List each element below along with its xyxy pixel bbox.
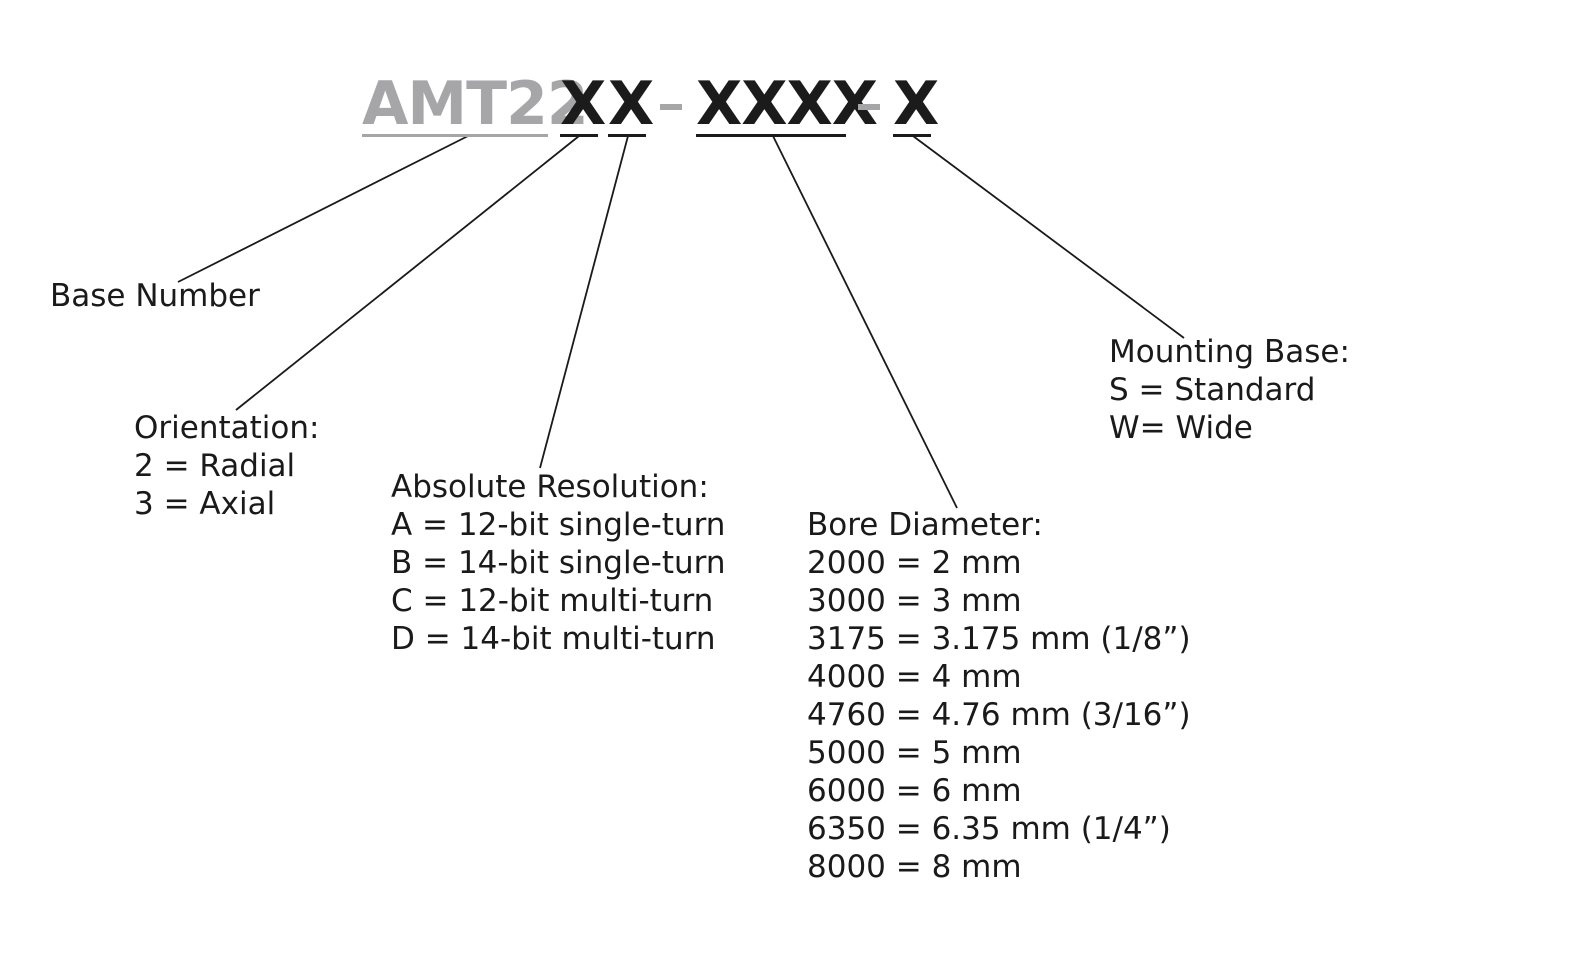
resolution-option: A = 12-bit single-turn	[391, 507, 726, 543]
bore-option: 6000 = 6 mm	[807, 773, 1022, 809]
leader-base-number	[177, 135, 469, 283]
code-separator-1	[660, 104, 682, 110]
resolution-option: B = 14-bit single-turn	[391, 545, 726, 581]
bore-option: 6350 = 6.35 mm (1/4”)	[807, 811, 1171, 847]
base-number-block: Base Number	[50, 277, 260, 315]
orientation-option: 3 = Axial	[134, 486, 276, 522]
code-resolution: X	[608, 69, 654, 139]
bore-block: Bore Diameter: 2000 = 2 mm 3000 = 3 mm 3…	[807, 506, 1191, 886]
code-base: AMT22	[362, 69, 589, 139]
leader-resolution	[539, 135, 629, 469]
bore-option: 3000 = 3 mm	[807, 583, 1022, 619]
bore-option: 2000 = 2 mm	[807, 545, 1022, 581]
orientation-title: Orientation:	[134, 410, 320, 446]
code-orientation: X	[560, 69, 606, 139]
leader-mounting	[912, 135, 1185, 339]
resolution-block: Absolute Resolution: A = 12-bit single-t…	[391, 468, 726, 658]
bore-title: Bore Diameter:	[807, 507, 1043, 543]
leader-bore	[772, 135, 958, 509]
resolution-title: Absolute Resolution:	[391, 469, 709, 505]
code-mounting: X	[893, 69, 939, 139]
code-separator-2	[858, 104, 880, 110]
mounting-title: Mounting Base:	[1109, 334, 1350, 370]
mounting-block: Mounting Base: S = Standard W= Wide	[1109, 333, 1350, 447]
mounting-option: W= Wide	[1109, 410, 1253, 446]
leader-orientation	[235, 135, 580, 411]
bore-option: 4000 = 4 mm	[807, 659, 1022, 695]
bore-option: 3175 = 3.175 mm (1/8”)	[807, 621, 1191, 657]
mounting-option: S = Standard	[1109, 372, 1316, 408]
bore-option: 4760 = 4.76 mm (3/16”)	[807, 697, 1191, 733]
orientation-option: 2 = Radial	[134, 448, 296, 484]
resolution-option: D = 14-bit multi-turn	[391, 621, 716, 657]
resolution-option: C = 12-bit multi-turn	[391, 583, 714, 619]
bore-option: 5000 = 5 mm	[807, 735, 1022, 771]
orientation-block: Orientation: 2 = Radial 3 = Axial	[134, 409, 319, 523]
bore-option: 8000 = 8 mm	[807, 849, 1022, 885]
code-bore: XXXX	[696, 69, 878, 139]
base-number-title: Base Number	[50, 278, 260, 314]
